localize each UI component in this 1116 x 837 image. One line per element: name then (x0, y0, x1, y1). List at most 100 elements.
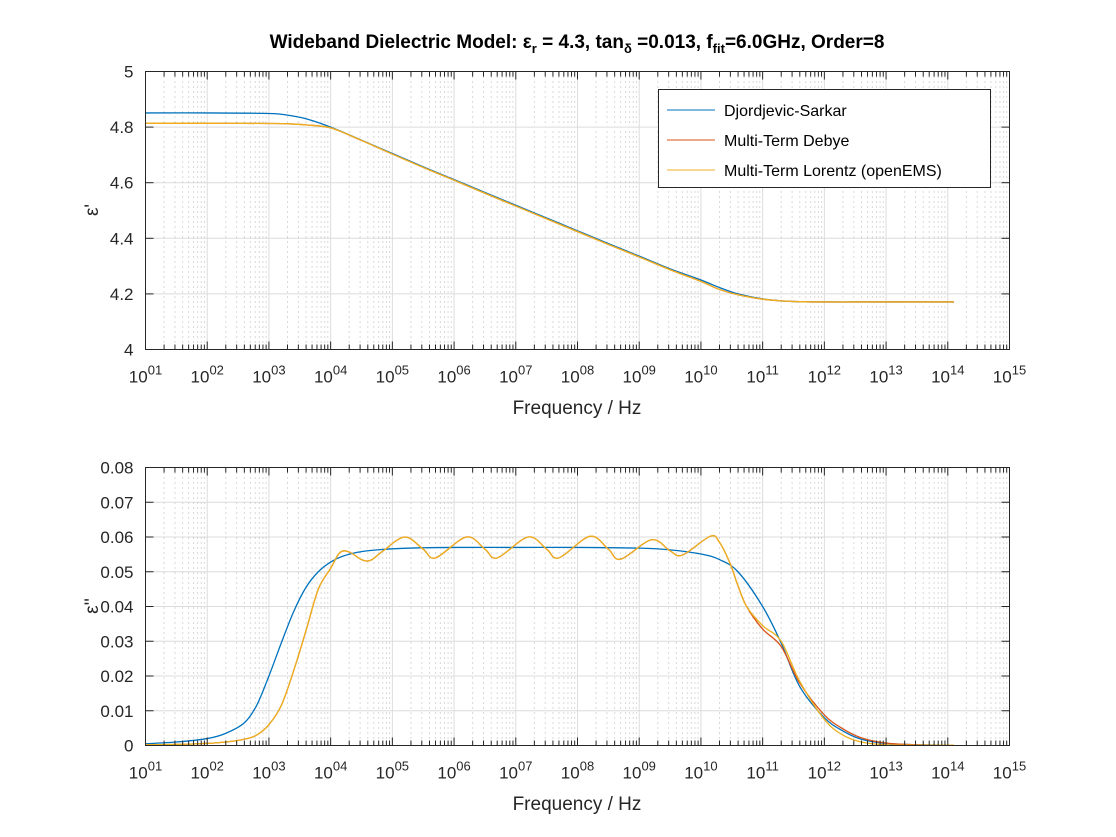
x-tick-base: 10 (252, 368, 271, 387)
x-tick-label: 1015 (993, 363, 1026, 387)
x-tick-exponent: 11 (765, 363, 779, 378)
top-x-axis-label: Frequency / Hz (513, 398, 642, 419)
x-tick-label: 1006 (437, 363, 470, 387)
x-tick-label: 1011 (746, 759, 778, 783)
top-xtick-labels: 1001 1002 1003 1004 1005 1006 1007 1008 1009 1010… (129, 363, 1026, 387)
title-part: Wideband Dielectric Model: ε (270, 32, 532, 53)
x-tick-exponent: 12 (827, 363, 841, 378)
y-tick-label: 4.2 (110, 285, 134, 304)
x-tick-base: 10 (129, 368, 148, 387)
legend-box (658, 89, 991, 188)
legend-entry: Multi-Term Debye (667, 133, 849, 150)
x-tick-exponent: 01 (148, 759, 162, 774)
x-tick-exponent: 08 (580, 363, 594, 378)
x-tick-label: 1013 (869, 759, 902, 783)
title-subscript: r (532, 41, 537, 56)
x-tick-exponent: 13 (888, 363, 902, 378)
x-tick-label: 1008 (561, 363, 594, 387)
title-subscript: δ (624, 41, 632, 56)
x-tick-exponent: 02 (209, 363, 223, 378)
x-tick-base: 10 (869, 368, 888, 387)
x-tick-base: 10 (252, 764, 271, 783)
x-tick-base: 10 (623, 764, 642, 783)
y-tick-label: 4.8 (110, 118, 134, 137)
x-tick-label: 1001 (129, 759, 162, 783)
x-tick-label: 1009 (623, 759, 656, 783)
top-axes-box (145, 71, 1010, 350)
x-tick-label: 1002 (191, 759, 224, 783)
x-tick-exponent: 04 (333, 759, 347, 774)
y-tick-label: 0 (124, 737, 133, 756)
top-ytick-labels: 4 4.2 4.4 4.6 4.8 5 (110, 63, 134, 360)
x-tick-label: 1014 (931, 363, 964, 387)
x-tick-exponent: 03 (271, 363, 285, 378)
x-tick-exponent: 12 (827, 759, 841, 774)
bottom-y-axis-label: ε'' (82, 598, 103, 614)
x-tick-base: 10 (931, 764, 950, 783)
x-tick-base: 10 (993, 764, 1012, 783)
y-tick-label: 4.4 (110, 229, 134, 248)
x-tick-base: 10 (314, 764, 333, 783)
x-tick-base: 10 (623, 368, 642, 387)
x-tick-exponent: 02 (209, 759, 223, 774)
x-tick-label: 1005 (376, 363, 409, 387)
x-tick-base: 10 (314, 368, 333, 387)
x-tick-exponent: 11 (765, 759, 779, 774)
y-tick-label: 0.01 (100, 702, 133, 721)
x-tick-exponent: 05 (395, 363, 409, 378)
x-tick-exponent: 13 (888, 759, 902, 774)
bottom-axes-box (145, 467, 1010, 746)
x-tick-label: 1013 (869, 363, 902, 387)
x-tick-base: 10 (499, 764, 518, 783)
title-part: =0.013, f (632, 32, 713, 53)
bottom-axes: 00.010.020.030.040.050.060.070.08 1001 10… (82, 459, 1026, 816)
x-tick-label: 1007 (499, 363, 532, 387)
title-subscript: fit (713, 41, 726, 56)
x-tick-exponent: 09 (641, 363, 655, 378)
x-tick-label: 1008 (561, 759, 594, 783)
top-series-lines (145, 112, 954, 303)
top-y-axis-label: ε' (82, 204, 103, 216)
x-tick-exponent: 03 (271, 759, 285, 774)
x-tick-label: 1014 (931, 759, 964, 783)
x-tick-base: 10 (191, 368, 210, 387)
x-tick-base: 10 (129, 764, 148, 783)
x-tick-label: 1001 (129, 363, 162, 387)
x-tick-base: 10 (993, 368, 1012, 387)
x-tick-exponent: 07 (518, 363, 532, 378)
x-tick-label: 1010 (684, 363, 717, 387)
x-tick-label: 1011 (746, 363, 778, 387)
y-tick-label: 0.02 (100, 667, 133, 686)
legend-entry: Djordjevic-Sarkar (667, 103, 847, 120)
x-tick-base: 10 (931, 368, 950, 387)
x-tick-base: 10 (684, 368, 703, 387)
x-tick-exponent: 08 (580, 759, 594, 774)
title-part: =6.0GHz, Order=8 (725, 32, 884, 53)
x-tick-label: 1010 (684, 759, 717, 783)
x-tick-base: 10 (746, 764, 765, 783)
x-tick-base: 10 (808, 764, 827, 783)
y-tick-label: 0.05 (100, 563, 133, 582)
x-tick-base: 10 (499, 368, 518, 387)
legend-label: Multi-Term Debye (724, 133, 849, 150)
legend-entry: Multi-Term Lorentz (openEMS) (667, 163, 942, 180)
top-axes: 44.24.44.64.85 1001 1002 1003 1004 1005 1006 1… (82, 63, 1026, 420)
x-tick-base: 10 (437, 368, 456, 387)
x-tick-label: 1002 (191, 363, 224, 387)
legend-label: Djordjevic-Sarkar (724, 103, 847, 120)
x-tick-exponent: 15 (1012, 759, 1026, 774)
x-tick-exponent: 09 (641, 759, 655, 774)
bottom-xtick-labels: 1001 1002 1003 1004 1005 1006 1007 1008 1009 1010… (129, 759, 1026, 783)
x-tick-base: 10 (561, 368, 580, 387)
x-tick-label: 1003 (252, 759, 285, 783)
x-tick-base: 10 (376, 764, 395, 783)
y-tick-label: 4 (124, 341, 133, 360)
x-tick-exponent: 10 (703, 759, 717, 774)
x-tick-label: 1004 (314, 363, 347, 387)
x-tick-exponent: 05 (395, 759, 409, 774)
y-tick-label: 0.07 (100, 493, 133, 512)
x-tick-label: 1006 (437, 759, 470, 783)
x-tick-exponent: 01 (148, 363, 162, 378)
chart-title: Wideband Dielectric Model: εr = 4.3, tan… (270, 32, 885, 56)
